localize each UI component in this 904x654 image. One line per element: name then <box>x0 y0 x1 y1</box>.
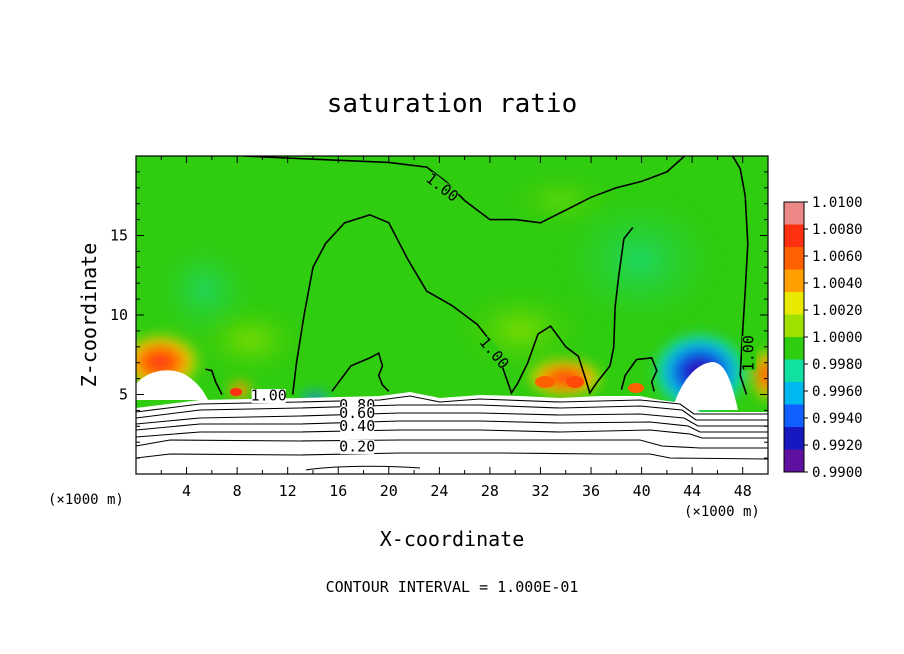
plot-area <box>136 156 768 474</box>
lime-region-left <box>190 300 310 380</box>
contour-label-bg <box>424 171 460 204</box>
x-axis-ticks: 4 8 12 16 20 24 28 32 36 40 44 48 <box>160 156 752 500</box>
colorbar-tick-label: 1.0020 <box>812 303 863 319</box>
colorbar-swatch <box>784 314 804 338</box>
orange-patch-1 <box>535 376 555 388</box>
orange-patch-4 <box>230 388 242 396</box>
contour-1-00-group <box>205 156 749 395</box>
colorbar-tick-label: 1.0040 <box>812 276 863 292</box>
x-tick-label: 40 <box>633 482 651 500</box>
x-axis-unit-left: (×1000 m) <box>48 492 124 508</box>
y-tick-label: 5 <box>119 386 128 404</box>
contour-label: 1.00 <box>740 335 758 371</box>
contour-label-bg <box>340 419 375 434</box>
colorbar-swatch <box>784 292 804 315</box>
contour-1-00-line <box>731 156 749 395</box>
red-region-center <box>525 358 605 398</box>
contour-label: 0.40 <box>339 417 375 435</box>
terrain-line-3 <box>136 412 768 427</box>
x-tick-label: 32 <box>531 482 549 500</box>
colorbar-tick-label: 1.0100 <box>812 195 863 211</box>
terrain-line-2 <box>136 404 768 421</box>
contour-label-bg <box>742 336 757 371</box>
terrain-line-5 <box>136 429 768 439</box>
colorbar-tick-label: 0.9900 <box>812 465 863 481</box>
colorbar-tick-label: 0.9920 <box>812 438 863 454</box>
orange-patch-2 <box>566 376 584 388</box>
colorbar-tick-label: 0.9980 <box>812 357 863 373</box>
terrain-line-4 <box>136 420 768 433</box>
y-tick-label: 10 <box>110 306 128 324</box>
contour-1-00-line <box>291 213 634 395</box>
terrain-line-7 <box>136 452 768 460</box>
x-axis-unit-right: (×1000 m) <box>684 504 760 520</box>
orange-patch-3 <box>628 383 644 393</box>
contour-interval-footer: CONTOUR INTERVAL = 1.000E-01 <box>326 578 579 596</box>
lime-region-top <box>500 170 620 230</box>
chart-title: saturation ratio <box>327 89 577 119</box>
colorbar-tick-label: 1.0080 <box>812 222 863 238</box>
contour-label: 1.00 <box>251 387 287 405</box>
colorbar-swatch <box>784 359 804 383</box>
colorbar-swatch <box>784 247 804 270</box>
x-tick-label: 20 <box>380 482 398 500</box>
terrain-line-8 <box>305 465 421 471</box>
colorbar: 1.0100 1.0080 1.0060 1.0040 1.0020 1.0000 0.99… <box>783 195 863 481</box>
contour-1-00-line <box>205 368 223 395</box>
contour-1-00-line <box>620 357 658 392</box>
contour-1-00-line <box>331 352 390 392</box>
colorbar-tick-label: 0.9940 <box>812 411 863 427</box>
y-tick-label: 15 <box>110 227 128 245</box>
x-tick-label: 12 <box>279 482 297 500</box>
dry-region-right <box>672 362 738 410</box>
contour-label: 0.60 <box>339 404 375 422</box>
colorbar-swatch <box>784 427 804 450</box>
x-tick-label: 4 <box>182 482 191 500</box>
colorbar-tick-label: 0.9960 <box>812 384 863 400</box>
contour-label-bg <box>477 335 511 371</box>
colorbar-swatch <box>784 382 804 405</box>
contour-label-bg <box>251 389 286 404</box>
terrain-line-6 <box>136 439 768 449</box>
y-axis-ticks: 5 10 15 <box>110 171 768 459</box>
y-axis-title: Z-coordinate <box>77 243 101 388</box>
colorbar-swatch <box>784 269 804 293</box>
x-tick-label: 24 <box>430 482 448 500</box>
colorbar-swatch <box>784 202 804 225</box>
x-tick-label: 48 <box>734 482 752 500</box>
contour-label-bg <box>340 406 375 421</box>
orange-patches <box>230 376 644 396</box>
colorbar-tick-label: 1.0000 <box>812 330 863 346</box>
x-tick-label: 28 <box>481 482 499 500</box>
contour-1-00-line <box>243 156 686 224</box>
colorbar-swatch <box>784 224 804 248</box>
x-tick-label: 8 <box>233 482 242 500</box>
colorbar-tick-label: 1.0060 <box>812 249 863 265</box>
colorbar-swatch <box>784 449 804 473</box>
colorbar-swatch <box>784 404 804 428</box>
x-tick-label: 36 <box>582 482 600 500</box>
ground-region <box>136 392 768 474</box>
contour-label: 0.20 <box>339 437 375 455</box>
x-axis-title: X-coordinate <box>380 527 525 551</box>
contour-label-bg <box>340 439 375 454</box>
x-tick-label: 44 <box>683 482 701 500</box>
colorbar-swatch <box>784 337 804 360</box>
dry-region-left <box>136 370 208 400</box>
x-tick-label: 16 <box>329 482 347 500</box>
